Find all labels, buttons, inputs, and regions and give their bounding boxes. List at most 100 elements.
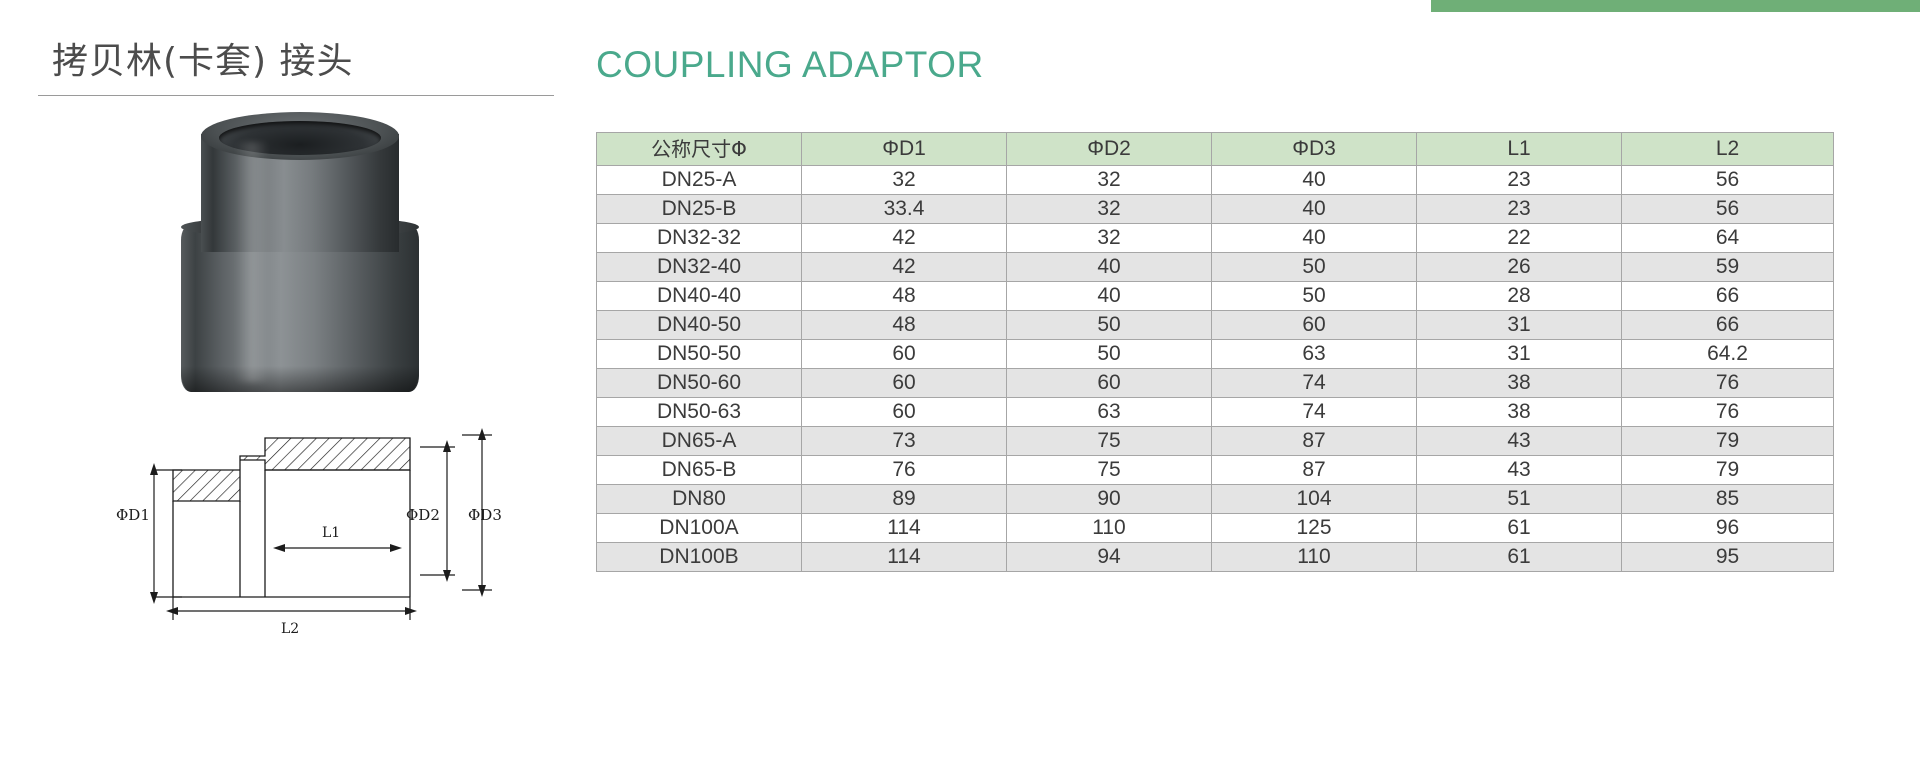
cell-d1: 60 bbox=[801, 339, 1007, 369]
dim-d1 bbox=[150, 463, 182, 604]
page-title-chinese: 拷贝林(卡套) 接头 bbox=[52, 41, 354, 82]
cell-d2: 40 bbox=[1006, 252, 1212, 282]
table-head: 公称尺寸Φ ΦD1 ΦD2 ΦD3 L1 L2 bbox=[596, 132, 1834, 166]
cell-nominal-size: DN25-A bbox=[596, 165, 802, 195]
cell-d2: 63 bbox=[1006, 397, 1212, 427]
cell-d3: 50 bbox=[1211, 281, 1417, 311]
column-header-d1: ΦD1 bbox=[801, 132, 1007, 166]
cell-d3: 87 bbox=[1211, 455, 1417, 485]
cell-d2: 75 bbox=[1006, 426, 1212, 456]
cell-l2: 56 bbox=[1621, 194, 1834, 224]
table-row: DN50-63 60 63 74 38 76 bbox=[596, 397, 1834, 427]
table-row: DN80 89 90 104 51 85 bbox=[596, 484, 1834, 514]
cell-d1: 33.4 bbox=[801, 194, 1007, 224]
cell-d1: 48 bbox=[801, 281, 1007, 311]
cell-nominal-size: DN40-40 bbox=[596, 281, 802, 311]
cell-d3: 50 bbox=[1211, 252, 1417, 282]
cell-nominal-size: DN40-50 bbox=[596, 310, 802, 340]
cell-l1: 38 bbox=[1416, 397, 1622, 427]
cell-d1: 114 bbox=[801, 542, 1007, 572]
cell-l2: 76 bbox=[1621, 397, 1834, 427]
cell-l2: 85 bbox=[1621, 484, 1834, 514]
cell-d2: 90 bbox=[1006, 484, 1212, 514]
cell-d2: 40 bbox=[1006, 281, 1212, 311]
table-row: DN40-40 48 40 50 28 66 bbox=[596, 281, 1834, 311]
table-row: DN25-A 32 32 40 23 56 bbox=[596, 165, 1834, 195]
cell-l1: 51 bbox=[1416, 484, 1622, 514]
cell-d1: 60 bbox=[801, 397, 1007, 427]
section-vertical-edges bbox=[172, 470, 411, 597]
cell-d3: 87 bbox=[1211, 426, 1417, 456]
cell-d3: 60 bbox=[1211, 310, 1417, 340]
cell-d3: 104 bbox=[1211, 484, 1417, 514]
cell-d1: 32 bbox=[801, 165, 1007, 195]
cell-d3: 110 bbox=[1211, 542, 1417, 572]
cell-nominal-size: DN32-32 bbox=[596, 223, 802, 253]
title-divider bbox=[38, 95, 554, 96]
dim-label-d3: ΦD3 bbox=[468, 506, 502, 524]
column-header-d2: ΦD2 bbox=[1006, 132, 1212, 166]
cell-nominal-size: DN32-40 bbox=[596, 252, 802, 282]
coupling-body-lower bbox=[181, 224, 419, 392]
cell-d2: 32 bbox=[1006, 223, 1212, 253]
cross-section-svg: ΦD1 ΦD2 ΦD3 bbox=[116, 428, 502, 637]
coupling-bore-inner bbox=[219, 121, 381, 155]
cell-d3: 40 bbox=[1211, 165, 1417, 195]
dim-label-l1: L1 bbox=[322, 525, 340, 541]
cell-nominal-size: DN50-63 bbox=[596, 397, 802, 427]
cell-d1: 114 bbox=[801, 513, 1007, 543]
cell-d2: 110 bbox=[1006, 513, 1212, 543]
column-header-d3: ΦD3 bbox=[1211, 132, 1417, 166]
photo-highlight bbox=[235, 142, 269, 382]
cell-d1: 60 bbox=[801, 368, 1007, 398]
dim-label-d1: ΦD1 bbox=[116, 506, 150, 524]
cell-d3: 63 bbox=[1211, 339, 1417, 369]
cell-nominal-size: DN50-60 bbox=[596, 368, 802, 398]
cell-l2: 79 bbox=[1621, 426, 1834, 456]
dim-l1 bbox=[273, 544, 402, 552]
cell-l1: 28 bbox=[1416, 281, 1622, 311]
cell-d1: 76 bbox=[801, 455, 1007, 485]
cell-l1: 38 bbox=[1416, 368, 1622, 398]
page-title-english: COUPLING ADAPTOR bbox=[596, 44, 984, 85]
cell-l1: 61 bbox=[1416, 542, 1622, 572]
column-header-nominal-size: 公称尺寸Φ bbox=[596, 132, 802, 166]
table-row: DN100A 114 110 125 61 96 bbox=[596, 513, 1834, 543]
cell-d2: 60 bbox=[1006, 368, 1212, 398]
cell-d1: 48 bbox=[801, 310, 1007, 340]
cell-l2: 95 bbox=[1621, 542, 1834, 572]
cell-l2: 64.2 bbox=[1621, 339, 1834, 369]
cell-nominal-size: DN65-B bbox=[596, 455, 802, 485]
cell-nominal-size: DN80 bbox=[596, 484, 802, 514]
cell-d2: 94 bbox=[1006, 542, 1212, 572]
table-row: DN65-B 76 75 87 43 79 bbox=[596, 455, 1834, 485]
top-accent-bar bbox=[1431, 0, 1920, 12]
cell-d2: 50 bbox=[1006, 310, 1212, 340]
column-header-l1: L1 bbox=[1416, 132, 1622, 166]
cell-l1: 23 bbox=[1416, 165, 1622, 195]
dim-l2 bbox=[166, 597, 417, 620]
table-row: DN65-A 73 75 87 43 79 bbox=[596, 426, 1834, 456]
technical-drawing: ΦD1 ΦD2 ΦD3 bbox=[110, 415, 530, 645]
dim-d2 bbox=[420, 440, 455, 582]
cell-l2: 59 bbox=[1621, 252, 1834, 282]
cell-nominal-size: DN100A bbox=[596, 513, 802, 543]
cell-l1: 43 bbox=[1416, 455, 1622, 485]
dim-label-l2: L2 bbox=[281, 621, 299, 637]
cell-l1: 22 bbox=[1416, 223, 1622, 253]
left-column: 拷贝林(卡套) 接头 bbox=[0, 0, 700, 781]
cell-l1: 23 bbox=[1416, 194, 1622, 224]
cell-l2: 76 bbox=[1621, 368, 1834, 398]
table-row: DN32-32 42 32 40 22 64 bbox=[596, 223, 1834, 253]
cell-l2: 79 bbox=[1621, 455, 1834, 485]
product-photo bbox=[175, 112, 425, 392]
cell-d1: 89 bbox=[801, 484, 1007, 514]
right-column: COUPLING ADAPTOR 公称尺寸Φ ΦD1 ΦD2 ΦD3 L1 L2… bbox=[596, 0, 1920, 781]
cell-l1: 61 bbox=[1416, 513, 1622, 543]
cell-d2: 75 bbox=[1006, 455, 1212, 485]
cell-l2: 96 bbox=[1621, 513, 1834, 543]
specification-table: 公称尺寸Φ ΦD1 ΦD2 ΦD3 L1 L2 DN25-A 32 32 40 23 56… bbox=[596, 132, 1834, 572]
cell-d2: 32 bbox=[1006, 194, 1212, 224]
cell-l1: 26 bbox=[1416, 252, 1622, 282]
cell-d1: 42 bbox=[801, 252, 1007, 282]
